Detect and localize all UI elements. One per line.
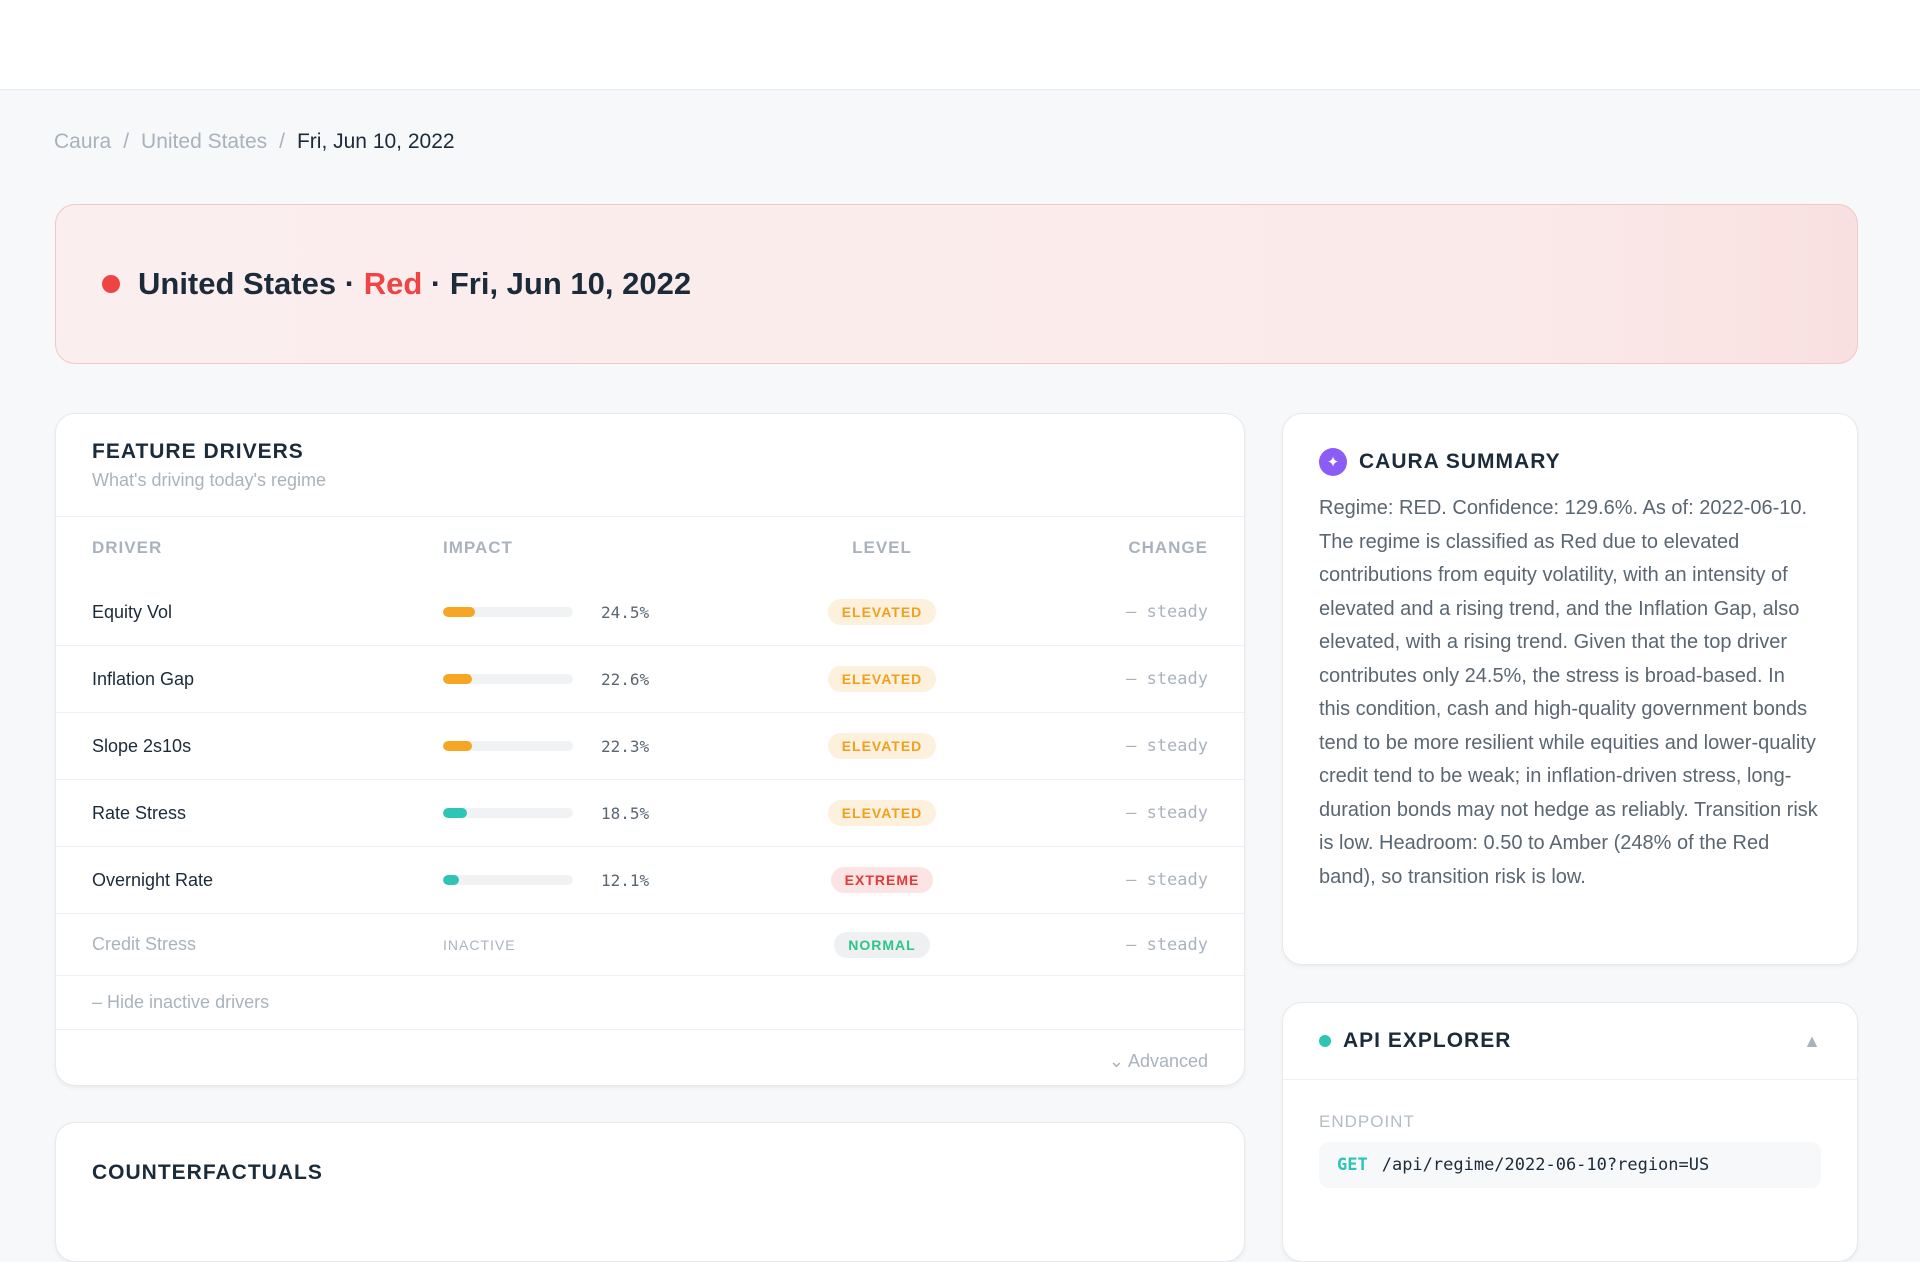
impact-cell: 24.5% xyxy=(443,603,649,622)
endpoint-path: /api/regime/2022-06-10?region=US xyxy=(1381,1155,1710,1175)
impact-value: 22.3% xyxy=(601,736,650,756)
change-value: – steady xyxy=(1126,602,1208,622)
level-badge: ELEVATED xyxy=(827,666,937,692)
impact-bar-fill xyxy=(443,607,475,617)
impact-bar xyxy=(443,741,573,751)
collapse-caret-icon[interactable]: ▲ xyxy=(1803,1030,1821,1051)
separator: · xyxy=(430,266,442,301)
banner-date: Fri, Jun 10, 2022 xyxy=(449,266,692,301)
card-title: FEATURE DRIVERS xyxy=(92,440,304,463)
impact-bar-fill xyxy=(443,674,473,684)
change-value: – steady xyxy=(1126,736,1208,756)
driver-name: Overnight Rate xyxy=(92,869,214,890)
driver-name: Rate Stress xyxy=(92,802,187,823)
api-explorer-card: API EXPLORER ▲ ENDPOINT GET /api/regime/… xyxy=(1282,1002,1858,1262)
api-explorer-header[interactable]: API EXPLORER ▲ xyxy=(1283,1003,1857,1080)
breadcrumb-current: Fri, Jun 10, 2022 xyxy=(296,130,455,153)
change-value: – steady xyxy=(1126,669,1208,689)
caura-summary-card: ✦ CAURA SUMMARY Regime: RED. Confidence:… xyxy=(1282,413,1858,965)
counterfactuals-card: COUNTERFACTUALS xyxy=(55,1122,1245,1262)
impact-value: 24.5% xyxy=(601,602,650,622)
card-subtitle: What's driving today's regime xyxy=(92,470,326,490)
advanced-label: Advanced xyxy=(1127,1050,1208,1071)
level-badge: NORMAL xyxy=(834,931,930,958)
breadcrumb-separator: / xyxy=(279,130,285,153)
card-title: API EXPLORER xyxy=(1343,1029,1512,1052)
sparkle-icon: ✦ xyxy=(1319,448,1347,476)
advanced-toggle[interactable]: ⌄ Advanced xyxy=(1109,1051,1208,1072)
table-row[interactable]: Rate Stress 18.5% ELEVATED – steady xyxy=(56,780,1244,847)
change-value: – steady xyxy=(1126,934,1208,955)
top-bar xyxy=(0,0,1920,90)
driver-name: Inflation Gap xyxy=(92,668,195,689)
impact-cell: 18.5% xyxy=(443,804,649,823)
change-value: – steady xyxy=(1126,870,1208,890)
card-title: COUNTERFACTUALS xyxy=(92,1161,323,1184)
banner-regime: Red xyxy=(363,266,423,301)
table-row-inactive: Credit Stress INACTIVE NORMAL – steady xyxy=(56,914,1244,976)
hide-inactive-toggle[interactable]: – Hide inactive drivers xyxy=(92,992,270,1012)
table-row[interactable]: Inflation Gap 22.6% ELEVATED – steady xyxy=(56,646,1244,713)
col-impact: IMPACT xyxy=(443,538,513,557)
table-row[interactable]: Overnight Rate 12.1% EXTREME – steady xyxy=(56,847,1244,914)
change-value: – steady xyxy=(1126,803,1208,823)
breadcrumb-separator: / xyxy=(123,130,130,153)
level-badge: ELEVATED xyxy=(827,599,937,625)
chevron-down-icon: ⌄ xyxy=(1108,1050,1124,1071)
summary-text: Regime: RED. Confidence: 129.6%. As of: … xyxy=(1319,497,1818,888)
banner-country: United States xyxy=(138,266,337,301)
col-change: CHANGE xyxy=(1128,538,1208,557)
regime-title: United States · Red · Fri, Jun 10, 2022 xyxy=(138,266,691,302)
impact-cell: 22.6% xyxy=(443,670,649,689)
card-title: CAURA SUMMARY xyxy=(1359,450,1561,473)
endpoint-field[interactable]: GET /api/regime/2022-06-10?region=US xyxy=(1319,1142,1821,1188)
impact-bar xyxy=(443,674,573,684)
separator: · xyxy=(344,266,356,301)
table-header: DRIVER IMPACT LEVEL CHANGE xyxy=(56,517,1244,579)
level-badge: ELEVATED xyxy=(827,733,937,759)
feature-drivers-card: FEATURE DRIVERS What's driving today's r… xyxy=(55,413,1245,1086)
table-row[interactable]: Slope 2s10s 22.3% ELEVATED – steady xyxy=(56,713,1244,780)
driver-name: Slope 2s10s xyxy=(92,735,192,756)
breadcrumb-country[interactable]: United States xyxy=(141,130,268,153)
driver-name: Equity Vol xyxy=(92,601,173,622)
breadcrumb: Caura / United States / Fri, Jun 10, 2022 xyxy=(54,130,455,154)
table-row[interactable]: Equity Vol 24.5% ELEVATED – steady xyxy=(56,579,1244,646)
impact-bar xyxy=(443,607,573,617)
impact-bar-fill xyxy=(443,741,472,751)
regime-dot-icon xyxy=(102,275,120,293)
driver-name: Credit Stress xyxy=(92,934,197,954)
impact-bar-fill xyxy=(443,875,459,885)
regime-banner: United States · Red · Fri, Jun 10, 2022 xyxy=(55,204,1858,364)
impact-cell: 22.3% xyxy=(443,737,649,756)
impact-bar xyxy=(443,875,573,885)
impact-bar-fill xyxy=(443,808,468,818)
impact-cell: 12.1% xyxy=(443,871,649,890)
impact-value: 12.1% xyxy=(601,870,650,890)
col-driver: DRIVER xyxy=(92,538,163,557)
level-badge: EXTREME xyxy=(830,867,934,893)
impact-inactive: INACTIVE xyxy=(443,936,516,953)
impact-value: 18.5% xyxy=(601,803,650,823)
status-dot-icon xyxy=(1319,1035,1331,1047)
endpoint-label: ENDPOINT xyxy=(1319,1112,1415,1131)
http-method: GET xyxy=(1337,1155,1368,1175)
level-badge: ELEVATED xyxy=(827,800,937,826)
breadcrumb-caura[interactable]: Caura xyxy=(54,130,112,153)
impact-value: 22.6% xyxy=(601,669,650,689)
col-level: LEVEL xyxy=(852,538,912,557)
impact-bar xyxy=(443,808,573,818)
